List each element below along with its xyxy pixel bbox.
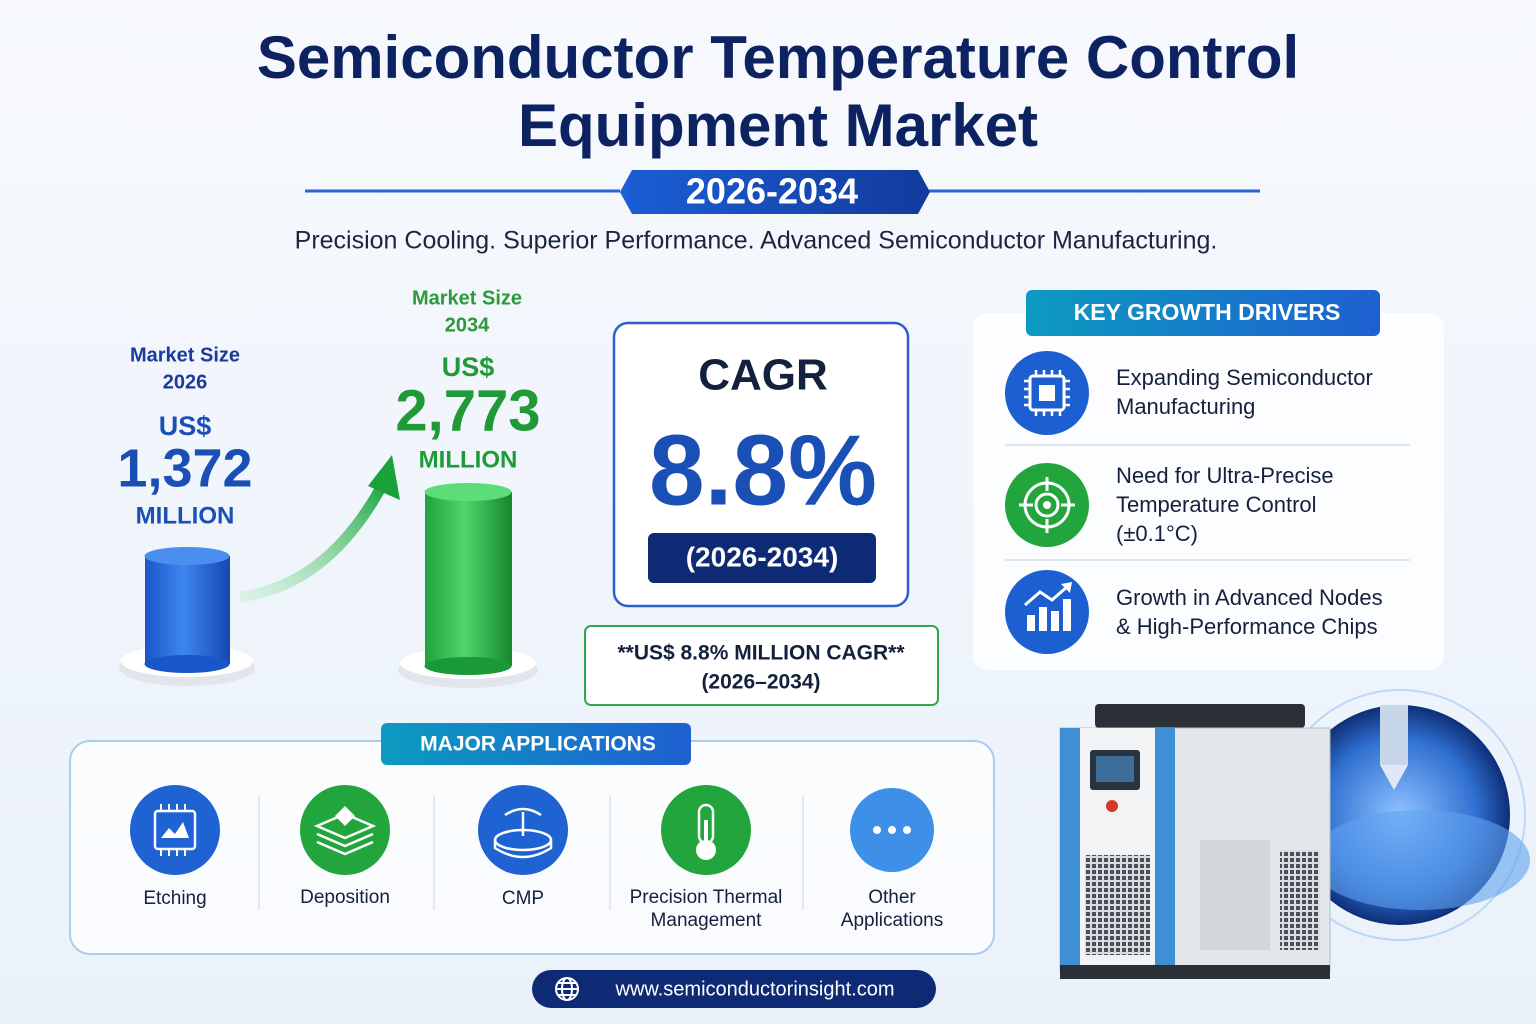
market-label: Market Size: [130, 344, 240, 366]
driver-text: Temperature Control: [1116, 492, 1317, 517]
application-label: Other: [868, 887, 916, 908]
title: Equipment Market: [518, 92, 1038, 159]
driver-text: & High-Performance Chips: [1116, 614, 1378, 639]
cagr-period-pill: [648, 533, 876, 583]
driver-text: Growth in Advanced Nodes: [1116, 585, 1383, 610]
market-label: Market Size: [412, 287, 522, 309]
market-label: 2034: [445, 314, 490, 336]
period-badge: [620, 170, 930, 214]
application-label: CMP: [502, 888, 544, 909]
cagr-label: CAGR: [698, 351, 828, 400]
applications-title-pill: [381, 723, 691, 765]
app-icon-thermal: [661, 785, 751, 875]
driver-icon-target: [1005, 463, 1089, 547]
globe-icon: [555, 977, 579, 1001]
app-icon-cmp: [478, 785, 568, 875]
cagr-period: (2026-2034): [686, 541, 839, 572]
cagr-value: 8.8%: [649, 414, 877, 526]
unit: MILLION: [419, 446, 518, 473]
cylinder-2034: [398, 483, 538, 688]
currency: US$: [442, 352, 495, 382]
applications-title: MAJOR APPLICATIONS: [420, 733, 656, 756]
driver-icon-growth: [1005, 570, 1089, 654]
app-icon-deposition: [300, 785, 390, 875]
tagline: Precision Cooling. Superior Performance.…: [295, 227, 1218, 255]
cylinder-2026: [119, 547, 255, 686]
application-label: Management: [651, 910, 763, 931]
application-label: Etching: [143, 888, 206, 909]
driver-text: Expanding Semiconductor: [1116, 365, 1373, 390]
market-value: 1,372: [117, 438, 252, 498]
driver-text: Manufacturing: [1116, 394, 1255, 419]
growth-arrow: [239, 477, 390, 603]
drivers-title-pill: [1026, 290, 1380, 336]
app-icon-other: [850, 788, 934, 872]
unit: MILLION: [136, 502, 235, 529]
market-value: 2,773: [395, 378, 540, 443]
driver-text: (±0.1°C): [1116, 521, 1198, 546]
chiller-image: [1059, 704, 1331, 979]
growth-arrowhead: [368, 455, 400, 500]
cagr-note: **US$ 8.8% MILLION CAGR**: [617, 642, 905, 665]
drivers-panel: [973, 313, 1444, 670]
separators: [258, 795, 804, 910]
period: 2026-2034: [686, 171, 858, 212]
title: Semiconductor Temperature Control: [257, 24, 1299, 91]
cagr-note-box: [584, 625, 939, 706]
market-label: 2026: [163, 371, 208, 393]
footer-url[interactable]: www.semiconductorinsight.com: [615, 978, 895, 1000]
footer-pill[interactable]: [532, 970, 936, 1008]
app-icon-etching: [130, 785, 220, 875]
driver-text: Need for Ultra-Precise: [1116, 463, 1334, 488]
currency: US$: [159, 411, 212, 441]
application-label: Applications: [841, 910, 943, 931]
driver-icon-chip: [1005, 351, 1089, 435]
application-label: Precision Thermal: [630, 887, 783, 908]
cagr-note: (2026–2034): [701, 671, 820, 694]
application-label: Deposition: [300, 887, 390, 908]
wafer-image: [1274, 689, 1530, 941]
drivers-title: KEY GROWTH DRIVERS: [1074, 299, 1341, 325]
